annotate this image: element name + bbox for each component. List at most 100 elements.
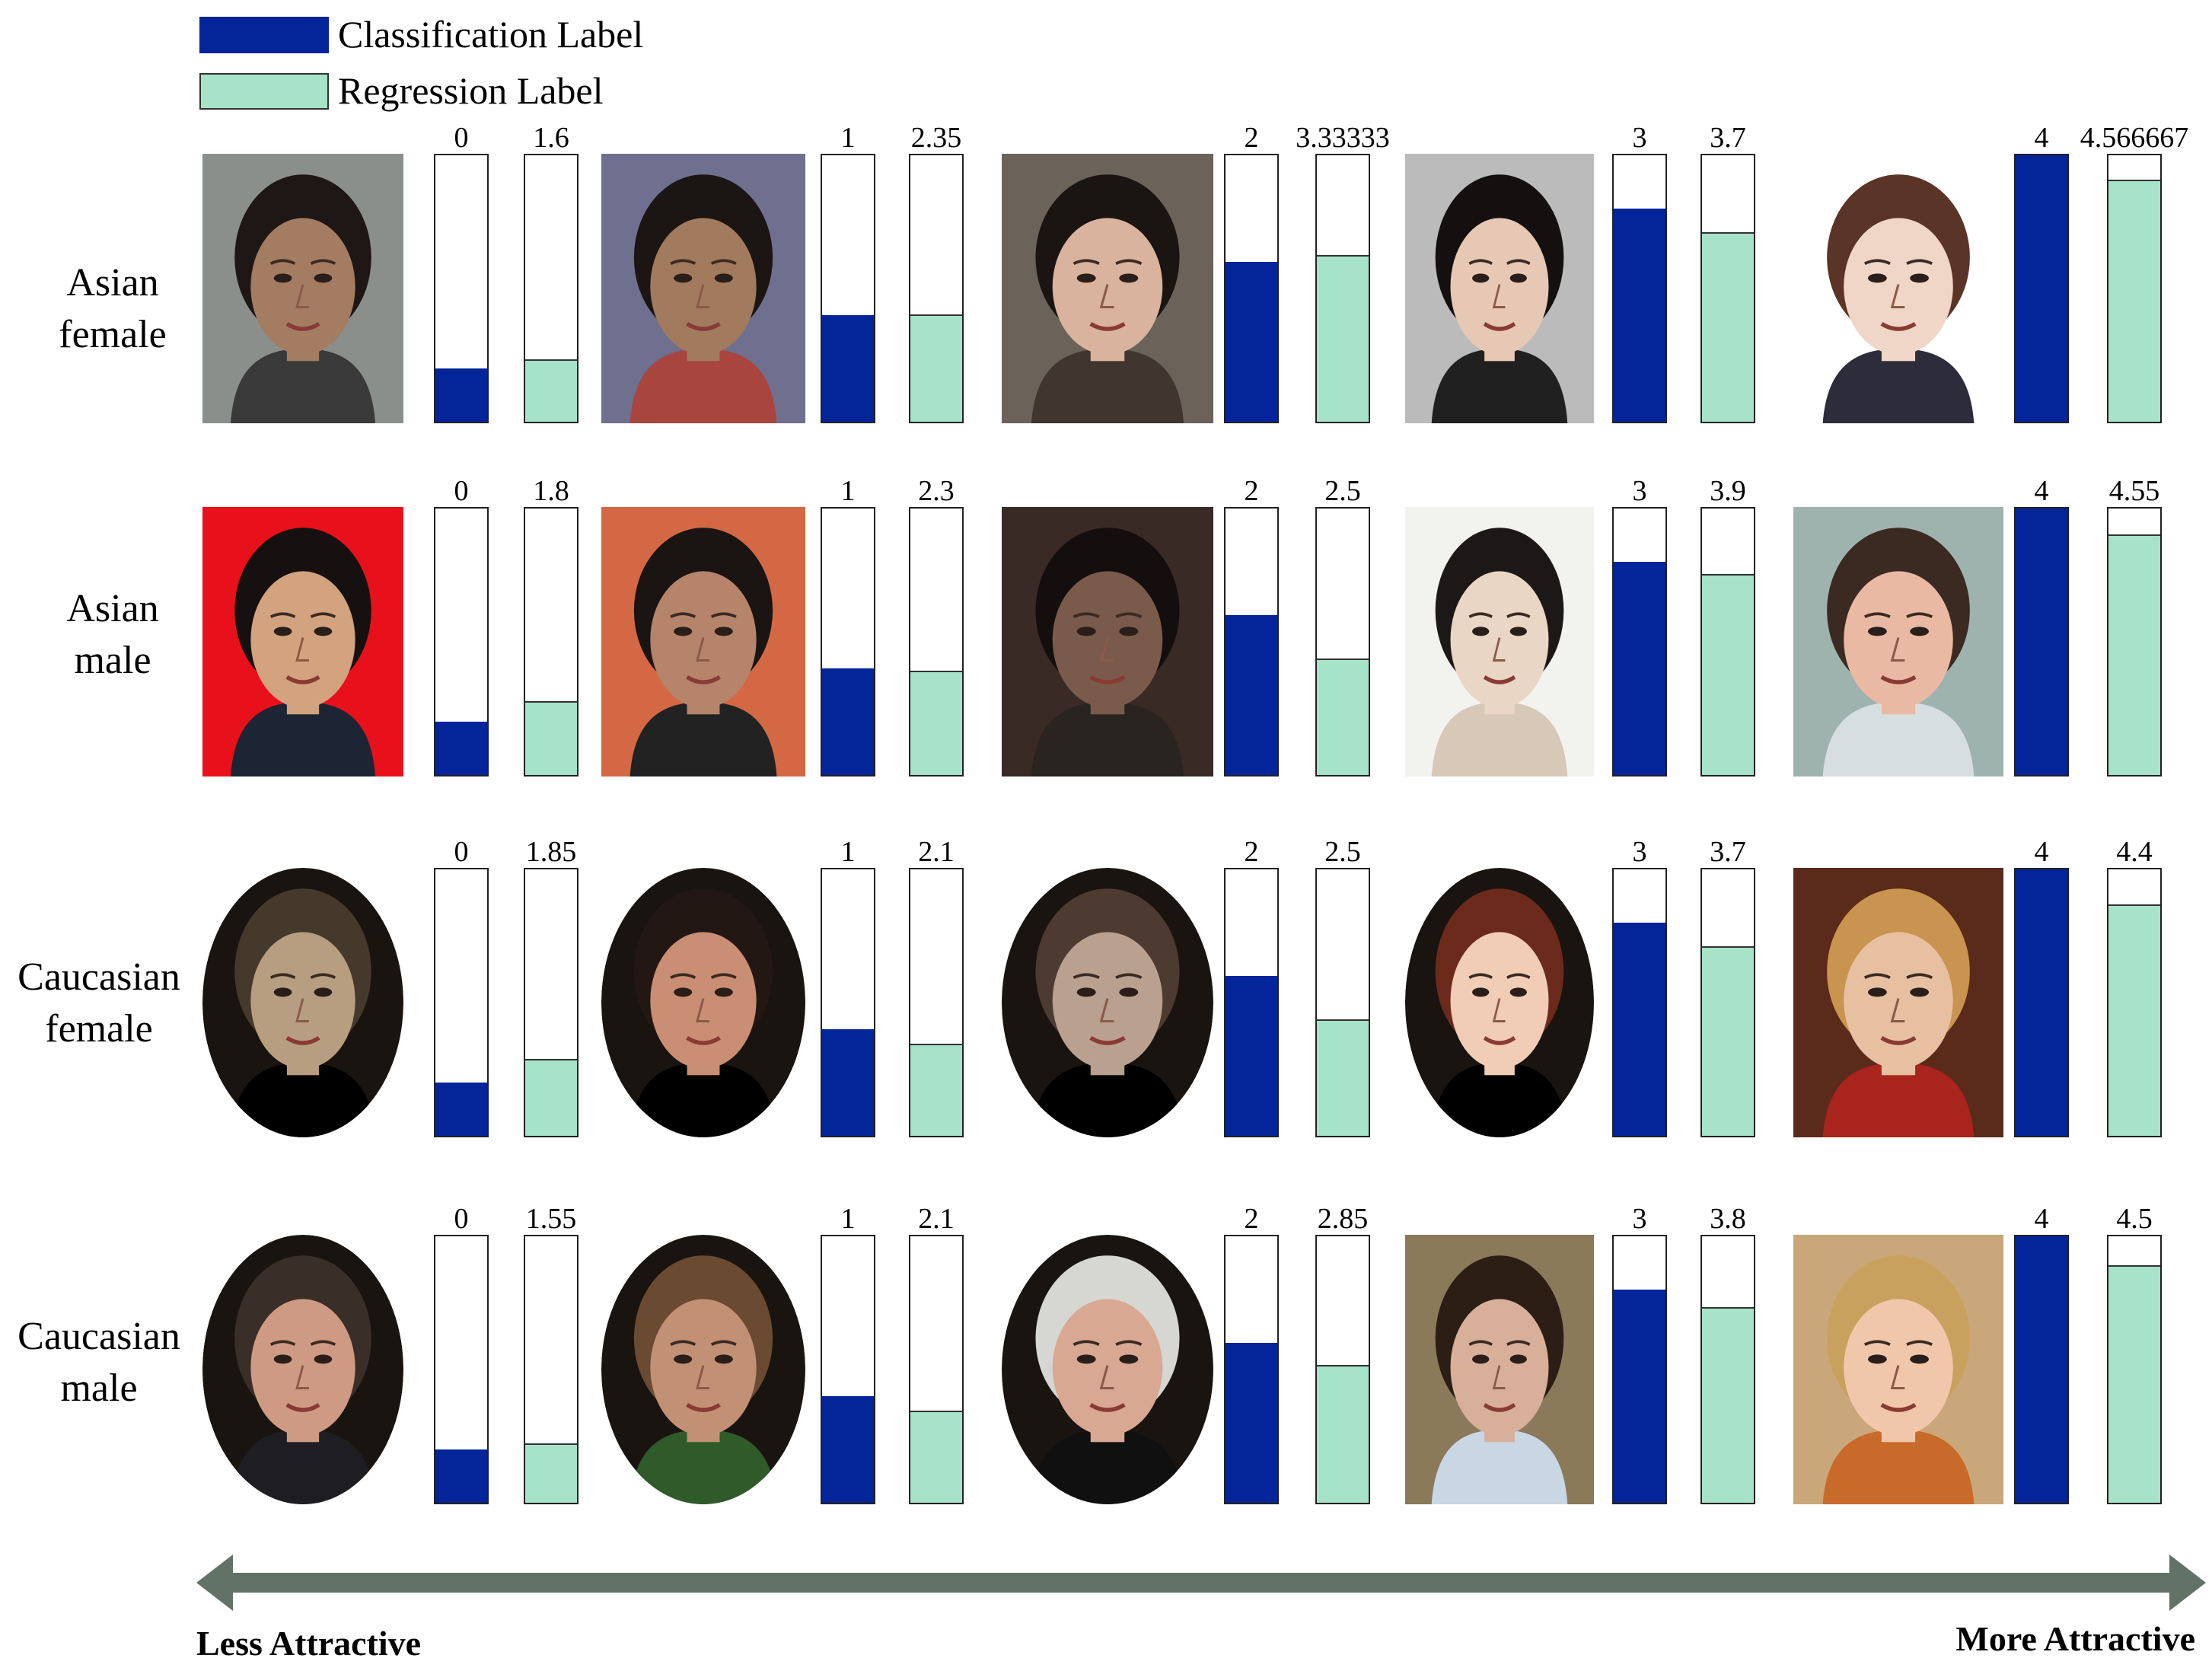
regression-bar	[1315, 1235, 1370, 1504]
classification-bar-fill	[822, 1396, 874, 1503]
classification-value-label: 1	[840, 1203, 856, 1235]
classification-value-label: 4	[2034, 475, 2049, 507]
regression-bar	[909, 507, 964, 777]
legend-classification-swatch	[199, 17, 329, 53]
regression-bar	[2107, 154, 2162, 423]
regression-bar	[1700, 154, 1755, 423]
classification-bar-fill	[822, 315, 874, 422]
classification-bar	[2014, 507, 2069, 777]
regression-bar	[909, 1235, 964, 1504]
classification-value-label: 3	[1632, 122, 1647, 154]
regression-bar-fill	[1317, 254, 1369, 422]
classification-bar-fill	[822, 668, 874, 775]
classification-bar	[1224, 507, 1279, 777]
classification-bar	[1224, 868, 1279, 1137]
face-photo	[601, 154, 805, 423]
classification-bar	[1224, 154, 1279, 423]
regression-bar	[1700, 868, 1755, 1137]
row-label-caucasian-female: Caucasian female	[8, 952, 190, 1055]
regression-value-label: 3.7	[1710, 122, 1746, 154]
row-label-line1: Asian	[66, 261, 159, 305]
classification-bar-fill	[2016, 155, 2067, 422]
classification-value-label: 1	[840, 836, 856, 868]
face-photo	[1793, 1235, 2003, 1504]
classification-value-label: 3	[1632, 836, 1647, 868]
classification-bar	[1612, 1235, 1667, 1504]
regression-bar	[1315, 507, 1370, 777]
regression-bar-fill	[2108, 534, 2160, 775]
regression-bar-fill	[910, 1043, 962, 1136]
face-photo	[1405, 868, 1594, 1137]
regression-bar-fill	[1702, 573, 1754, 775]
regression-bar-fill	[525, 359, 577, 422]
classification-bar-fill	[1226, 1343, 1277, 1503]
regression-bar	[909, 868, 964, 1137]
regression-bar-fill	[2108, 180, 2160, 422]
classification-bar	[2014, 154, 2069, 423]
classification-value-label: 1	[840, 475, 856, 507]
classification-bar	[434, 154, 489, 423]
regression-bar-fill	[525, 1058, 577, 1136]
classification-value-label: 0	[454, 475, 469, 507]
regression-value-label: 4.5	[2116, 1203, 2153, 1235]
classification-bar-fill	[1226, 262, 1277, 422]
regression-value-label: 2.3	[918, 475, 955, 507]
face-photo	[1793, 507, 2003, 777]
face-photo	[202, 507, 403, 777]
regression-value-label: 2.1	[918, 836, 955, 868]
classification-bar	[434, 1235, 489, 1504]
regression-bar-fill	[910, 314, 962, 422]
regression-value-label: 3.33333	[1296, 122, 1390, 154]
regression-bar-fill	[1317, 658, 1369, 775]
face-photo	[1793, 154, 2003, 423]
classification-bar	[434, 868, 489, 1137]
regression-bar-fill	[1317, 1365, 1369, 1503]
row-label-caucasian-male: Caucasian male	[8, 1311, 190, 1414]
face-photo	[1405, 507, 1594, 777]
regression-value-label: 4.4	[2116, 836, 2153, 868]
attractiveness-arrow	[196, 1555, 2206, 1611]
regression-bar	[524, 507, 578, 777]
row-label-line2: male	[74, 639, 151, 682]
regression-bar-fill	[2108, 1264, 2160, 1503]
regression-value-label: 3.8	[1710, 1203, 1746, 1235]
regression-value-label: 3.9	[1710, 475, 1746, 507]
face-photo	[1002, 1235, 1213, 1504]
face-photo	[202, 1235, 403, 1504]
row-label-asian-female: Asian female	[21, 257, 204, 361]
regression-bar	[1700, 507, 1755, 777]
classification-bar	[1224, 1235, 1279, 1504]
regression-bar-fill	[910, 670, 962, 775]
classification-value-label: 0	[454, 1203, 469, 1235]
regression-bar	[1315, 154, 1370, 423]
classification-bar-fill	[1226, 615, 1277, 775]
face-photo	[202, 868, 403, 1137]
legend-regression-swatch	[199, 73, 329, 110]
classification-value-label: 1	[840, 122, 856, 154]
row-label-line2: female	[59, 313, 167, 356]
regression-bar-fill	[525, 1443, 577, 1503]
classification-bar-fill	[2016, 1236, 2067, 1503]
regression-bar-fill	[1702, 946, 1754, 1136]
regression-bar	[2107, 868, 2162, 1137]
face-photo	[1405, 154, 1594, 423]
classification-value-label: 3	[1632, 1203, 1647, 1235]
row-label-line2: female	[45, 1007, 153, 1051]
classification-bar-fill	[1614, 209, 1665, 422]
classification-value-label: 3	[1632, 475, 1647, 507]
regression-bar-fill	[1702, 1307, 1754, 1503]
classification-bar	[434, 507, 489, 777]
classification-value-label: 0	[454, 836, 469, 868]
classification-bar-fill	[822, 1029, 874, 1136]
classification-value-label: 2	[1244, 1203, 1259, 1235]
axis-label-more-attractive: More Attractive	[1955, 1619, 2195, 1658]
regression-value-label: 4.566667	[2080, 122, 2189, 154]
regression-bar	[2107, 507, 2162, 777]
classification-bar	[821, 507, 875, 777]
row-label-line2: male	[60, 1366, 138, 1410]
regression-value-label: 1.85	[525, 836, 577, 868]
classification-bar	[1612, 154, 1667, 423]
regression-value-label: 2.5	[1324, 475, 1361, 507]
regression-value-label: 2.35	[910, 122, 962, 154]
